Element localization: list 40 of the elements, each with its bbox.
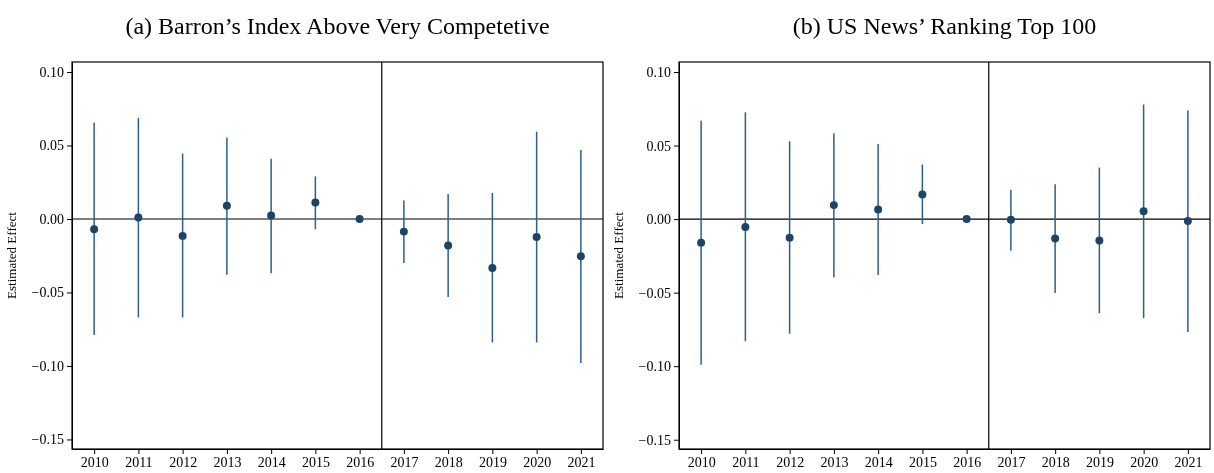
y-tick-label: 0.10 [646,64,671,80]
x-tick-label: 2019 [478,454,507,470]
y-tick-label: 0.05 [39,138,64,154]
x-tick-label: 2018 [434,454,463,470]
y-tick-label: −0.05 [638,285,671,301]
y-tick-label: 0.05 [646,138,671,154]
x-tick-label: 2014 [864,454,893,470]
y-tick-label: −0.15 [31,432,64,448]
x-tick-label: 2020 [523,454,552,470]
x-tick-label: 2013 [820,454,849,470]
y-tick-label: −0.10 [638,359,671,375]
x-tick-label: 2013 [213,454,242,470]
x-tick-label: 2017 [390,454,419,470]
y-tick-label: 0.10 [39,64,64,80]
x-tick-label: 2016 [953,454,982,470]
y-tick-label: 0.00 [646,212,671,228]
y-tick-label: −0.05 [31,285,64,301]
y-tick-label: −0.15 [638,432,671,448]
y-tick-label: 0.00 [39,211,64,227]
x-tick-label: 2021 [567,454,596,470]
x-tick-label: 2016 [346,454,375,470]
x-tick-label: 2012 [776,454,805,470]
x-tick-label: 2010 [80,454,109,470]
chart-title: (a) Barron’s Index Above Very Competetive [125,13,550,39]
x-tick-label: 2021 [1174,454,1203,470]
x-tick-label: 2010 [687,454,716,470]
x-tick-label: 2011 [125,454,153,470]
x-tick-label: 2020 [1130,454,1159,470]
y-axis-title: Estimated Effect [611,211,626,299]
x-tick-label: 2012 [169,454,198,470]
x-tick-label: 2018 [1041,454,1070,470]
y-axis-title: Estimated Effect [4,211,19,299]
x-tick-label: 2015 [301,454,330,470]
y-tick-label: −0.10 [31,358,64,374]
x-tick-label: 2011 [732,454,760,470]
chart-title: (b) US News’ Ranking Top 100 [792,13,1097,39]
x-tick-label: 2014 [257,454,286,470]
x-tick-label: 2019 [1085,454,1114,470]
x-tick-label: 2017 [997,454,1026,470]
x-tick-label: 2015 [908,454,937,470]
